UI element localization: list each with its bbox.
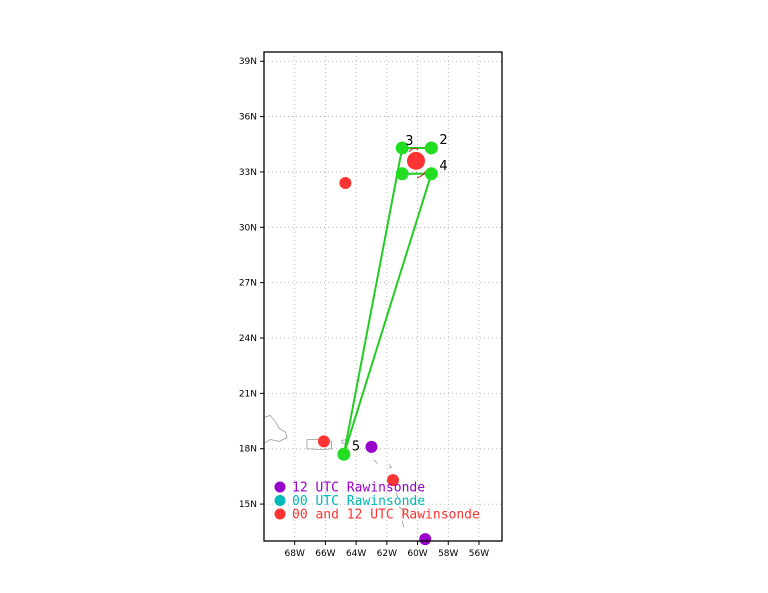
track-point (337, 447, 351, 461)
lon-tick-label: 62W (377, 549, 397, 559)
lon-tick-label: 64W (346, 549, 366, 559)
island-outline (395, 492, 399, 499)
legend-label: 00 and 12 UTC Rawinsonde (292, 508, 480, 523)
track-point (424, 141, 438, 155)
center-wind-barb (416, 171, 426, 179)
island-outline (401, 520, 405, 528)
track-point-label: 5 (352, 439, 360, 454)
track-point (424, 167, 438, 181)
track-segment (342, 173, 433, 455)
island-outline (264, 415, 288, 444)
lon-tick-label: 58W (438, 549, 458, 559)
rawinsonde-12utc-marker (419, 533, 432, 546)
track-point-label: 2 (439, 133, 447, 148)
track-point (395, 167, 409, 181)
track-segment (342, 147, 404, 455)
lat-tick-label: 15N (239, 500, 257, 510)
lon-tick-label: 66W (315, 549, 335, 559)
island-outline (398, 506, 406, 516)
rawinsonde-both-marker (339, 177, 352, 190)
lon-tick-label: 56W (469, 549, 489, 559)
lat-tick-label: 24N (239, 334, 257, 344)
rawinsonde-both-marker (317, 435, 330, 448)
lon-tick-label: 68W (285, 549, 305, 559)
legend-marker (274, 508, 286, 520)
grid-lines (264, 52, 502, 541)
island-outline (388, 464, 393, 469)
storm-center-marker (407, 151, 426, 170)
lat-tick-label: 39N (239, 57, 257, 67)
lat-tick-label: 33N (239, 168, 257, 178)
legend-label: 12 UTC Rawinsonde (292, 481, 425, 496)
legend-label: 00 UTC Rawinsonde (292, 494, 425, 509)
lat-tick-label: 27N (239, 279, 257, 289)
track-lines (342, 146, 433, 455)
axis-ticks: 39N 36N 33N 30N 27N 24N 21N 18N 15N 68W 66W 64W 62W 6… (239, 57, 489, 559)
rawinsonde-both-marker (386, 474, 399, 487)
rawinsonde-12utc-marker (365, 440, 378, 453)
markers: 2 3 4 5 (317, 133, 448, 546)
plot-frame (263, 51, 503, 542)
track-point (395, 141, 409, 155)
lat-tick-label: 21N (239, 389, 257, 399)
lon-tick-label: 60W (407, 549, 427, 559)
lat-tick-label: 36N (239, 113, 257, 123)
track-point-label: 4 (439, 159, 447, 174)
legend-marker (274, 481, 286, 493)
island-outline (373, 459, 378, 464)
legend-marker (274, 495, 286, 506)
lat-tick-label: 30N (239, 223, 257, 233)
lat-tick-label: 18N (239, 445, 257, 455)
center-wind-barb (408, 147, 419, 153)
track-point-label: 3 (405, 134, 413, 149)
